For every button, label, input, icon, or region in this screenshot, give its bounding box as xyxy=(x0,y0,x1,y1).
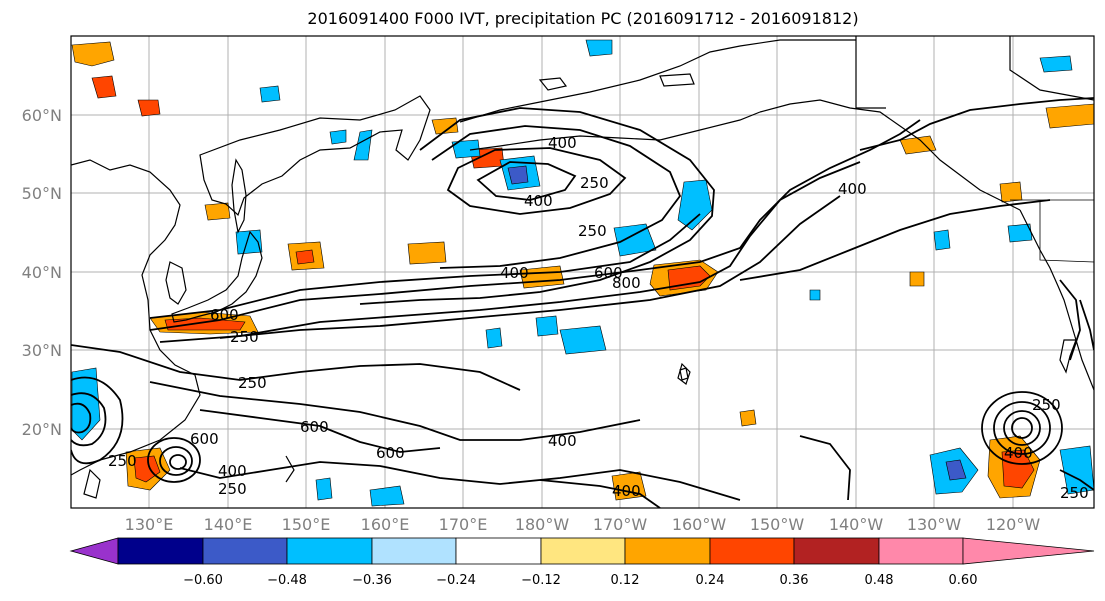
colorbar-tick-label: 0.60 xyxy=(949,573,978,588)
contour-label: 250 xyxy=(578,222,607,240)
contour-label: 250 xyxy=(108,452,137,470)
lon-labels: 130°E 140°E 150°E 160°E 170°E 180°W 170°… xyxy=(125,515,1041,534)
contour-label: 400 xyxy=(612,482,641,500)
colorbar-tick-label: −0.36 xyxy=(352,573,392,588)
lon-label: 160°E xyxy=(361,515,410,534)
colorbar-swatch xyxy=(117,537,204,565)
colorbar-tick-label: 0.48 xyxy=(865,573,894,588)
contour-label: 600 xyxy=(210,306,239,324)
contour-label: 250 xyxy=(230,328,259,346)
colorbar-swatch xyxy=(286,537,373,565)
lon-label: 150°W xyxy=(750,515,805,534)
contour-label: 250 xyxy=(238,374,267,392)
colorbar-swatch xyxy=(455,537,542,565)
contour-label: 250 xyxy=(218,480,247,498)
colorbar-extend-high xyxy=(962,537,1095,565)
colorbar-extend-low xyxy=(69,537,119,565)
colorbar-tick-label: −0.12 xyxy=(521,573,561,588)
contour-label: 600 xyxy=(594,264,623,282)
colorbar-swatch xyxy=(709,537,795,565)
colorbar-tick-label: 0.36 xyxy=(780,573,809,588)
precip-shading xyxy=(71,39,1094,507)
contour-label: 600 xyxy=(190,430,219,448)
graticule xyxy=(71,36,1094,508)
colorbar-tick-label: 0.24 xyxy=(696,573,725,588)
contour-label: 250 xyxy=(1060,484,1089,502)
colorbar-swatch xyxy=(540,537,626,565)
lon-label: 170°W xyxy=(593,515,648,534)
colorbar-tick-label: −0.24 xyxy=(436,573,476,588)
colorbar-swatch xyxy=(202,537,288,565)
contour-label: 400 xyxy=(548,432,577,450)
lon-label: 160°W xyxy=(672,515,727,534)
colorbar-swatch xyxy=(878,537,964,565)
contour-label: 800 xyxy=(612,274,641,292)
colorbar-swatch xyxy=(793,537,880,565)
contour-label: 400 xyxy=(1004,444,1033,462)
lon-label: 120°W xyxy=(986,515,1041,534)
colorbar-swatch xyxy=(624,537,711,565)
contour-label: 250 xyxy=(1032,396,1061,414)
map-area: 400 250 400 250 400 400 600 800 600 250 … xyxy=(71,36,1094,508)
colorbar-tick-label: −0.48 xyxy=(267,573,307,588)
colorbar: −0.60 −0.48 −0.36 −0.24 −0.12 0.12 0.24 … xyxy=(69,537,1095,588)
map-frame xyxy=(70,35,1095,509)
contour-label: 600 xyxy=(300,418,329,436)
lat-label: 50°N xyxy=(22,184,62,203)
colorbar-tick-label: 0.12 xyxy=(611,573,640,588)
ivt-contours xyxy=(71,97,1094,508)
contour-label: 400 xyxy=(218,462,247,480)
lat-label: 30°N xyxy=(22,341,62,360)
colorbar-tick-label: −0.60 xyxy=(183,573,223,588)
lon-label: 140°E xyxy=(204,515,253,534)
contour-labels: 400 250 400 250 400 400 600 800 600 250 … xyxy=(108,134,1089,502)
lon-label: 170°E xyxy=(439,515,488,534)
contour-label: 400 xyxy=(838,180,867,198)
contour-label: 400 xyxy=(524,192,553,210)
lon-label: 130°E xyxy=(125,515,174,534)
lat-label: 20°N xyxy=(22,420,62,439)
contour-label: 400 xyxy=(500,264,529,282)
colorbar-swatch xyxy=(371,537,457,565)
contour-label: 600 xyxy=(376,444,405,462)
coastlines xyxy=(71,36,1094,499)
contour-label: 250 xyxy=(580,174,609,192)
map-title: 2016091400 F000 IVT, precipitation PC (2… xyxy=(307,9,859,28)
lat-labels: 20°N 30°N 40°N 50°N 60°N xyxy=(22,106,62,439)
lon-label: 130°W xyxy=(907,515,962,534)
contour-label: 400 xyxy=(548,134,577,152)
lon-label: 180°W xyxy=(515,515,570,534)
lon-label: 150°E xyxy=(282,515,331,534)
lon-label: 140°W xyxy=(829,515,884,534)
lat-label: 40°N xyxy=(22,263,62,282)
lat-label: 60°N xyxy=(22,106,62,125)
